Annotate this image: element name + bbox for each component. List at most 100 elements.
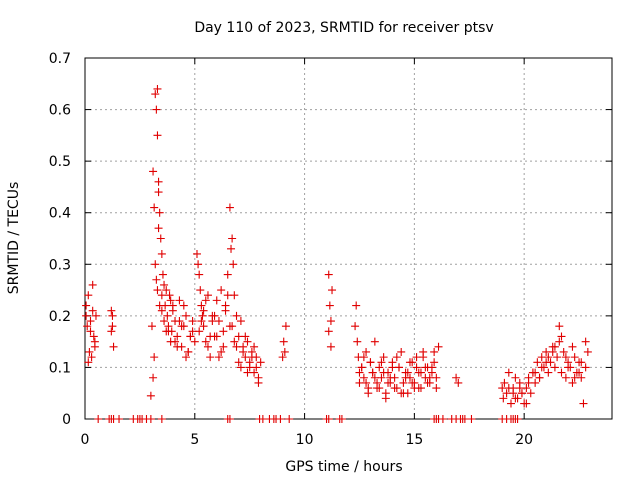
data-point bbox=[160, 280, 169, 289]
data-point bbox=[557, 368, 566, 377]
data-point bbox=[175, 296, 184, 305]
data-point bbox=[158, 270, 167, 279]
data-point bbox=[247, 353, 256, 362]
data-point bbox=[561, 373, 570, 382]
data-point bbox=[203, 291, 212, 300]
data-point bbox=[153, 84, 162, 93]
grid-lines bbox=[85, 58, 612, 419]
data-point bbox=[86, 327, 95, 336]
data-point bbox=[153, 131, 162, 140]
y-tick-label: 0 bbox=[62, 412, 71, 428]
data-point bbox=[162, 286, 171, 295]
data-point bbox=[544, 353, 553, 362]
data-point bbox=[168, 306, 177, 315]
x-tick-label: 15 bbox=[405, 432, 423, 448]
data-point bbox=[107, 306, 116, 315]
data-point bbox=[579, 399, 588, 408]
data-point bbox=[219, 327, 228, 336]
data-point bbox=[553, 353, 562, 362]
data-point bbox=[147, 322, 156, 331]
data-point bbox=[432, 384, 441, 393]
data-point bbox=[375, 363, 384, 372]
data-point bbox=[359, 373, 368, 382]
data-point bbox=[504, 368, 513, 377]
data-point bbox=[243, 368, 252, 377]
data-point bbox=[86, 317, 95, 326]
data-point bbox=[379, 368, 388, 377]
data-point bbox=[419, 347, 428, 356]
data-point bbox=[173, 332, 182, 341]
data-point bbox=[149, 373, 158, 382]
data-point bbox=[362, 347, 371, 356]
data-point bbox=[410, 384, 419, 393]
data-point bbox=[337, 415, 346, 423]
data-point bbox=[351, 322, 360, 331]
data-point bbox=[511, 394, 520, 403]
data-point bbox=[526, 389, 535, 398]
data-point bbox=[581, 337, 590, 346]
data-point bbox=[201, 296, 210, 305]
x-tick-label: 0 bbox=[81, 432, 90, 448]
data-point bbox=[149, 167, 158, 176]
data-point bbox=[412, 353, 421, 362]
data-point bbox=[90, 337, 99, 346]
data-point bbox=[509, 389, 518, 398]
y-tick-label: 0.4 bbox=[49, 206, 71, 222]
data-point bbox=[557, 332, 566, 341]
data-point bbox=[212, 296, 221, 305]
data-point bbox=[252, 363, 261, 372]
data-point bbox=[179, 301, 188, 310]
data-point bbox=[157, 306, 166, 315]
data-point bbox=[256, 358, 265, 367]
data-point bbox=[160, 317, 169, 326]
data-point bbox=[414, 368, 423, 377]
data-point bbox=[278, 353, 287, 362]
data-point bbox=[197, 317, 206, 326]
data-point bbox=[430, 358, 439, 367]
data-point bbox=[82, 301, 91, 310]
data-point bbox=[513, 415, 522, 423]
data-point bbox=[165, 291, 174, 300]
data-points bbox=[82, 84, 592, 423]
data-point bbox=[182, 353, 191, 362]
data-point bbox=[467, 415, 476, 423]
data-point bbox=[561, 353, 570, 362]
data-point bbox=[228, 234, 237, 243]
data-point bbox=[438, 415, 447, 423]
data-point bbox=[430, 347, 439, 356]
data-point bbox=[175, 317, 184, 326]
data-point bbox=[225, 415, 234, 423]
data-point bbox=[94, 415, 103, 423]
y-tick-label: 0.5 bbox=[49, 154, 71, 170]
data-point bbox=[522, 399, 531, 408]
data-point bbox=[190, 337, 199, 346]
data-point bbox=[82, 311, 91, 320]
data-point bbox=[157, 249, 166, 258]
data-point bbox=[107, 327, 116, 336]
data-point bbox=[241, 332, 250, 341]
data-point bbox=[197, 301, 206, 310]
data-point bbox=[223, 291, 232, 300]
data-point bbox=[219, 342, 228, 351]
data-point bbox=[154, 188, 163, 197]
data-point bbox=[370, 337, 379, 346]
data-point bbox=[357, 363, 366, 372]
data-point bbox=[196, 286, 205, 295]
y-axis-label: SRMTID / TECUs bbox=[6, 182, 22, 295]
data-point bbox=[324, 270, 333, 279]
data-point bbox=[254, 378, 263, 387]
data-point bbox=[221, 301, 230, 310]
data-point bbox=[236, 363, 245, 372]
data-point bbox=[281, 322, 290, 331]
data-point bbox=[537, 363, 546, 372]
data-point bbox=[570, 353, 579, 362]
data-point bbox=[381, 394, 390, 403]
data-point bbox=[232, 342, 241, 351]
data-point bbox=[544, 368, 553, 377]
data-point bbox=[198, 311, 207, 320]
x-tick-label: 20 bbox=[515, 432, 533, 448]
data-point bbox=[581, 363, 590, 372]
data-point bbox=[499, 394, 508, 403]
data-point bbox=[108, 322, 117, 331]
data-point bbox=[84, 291, 93, 300]
